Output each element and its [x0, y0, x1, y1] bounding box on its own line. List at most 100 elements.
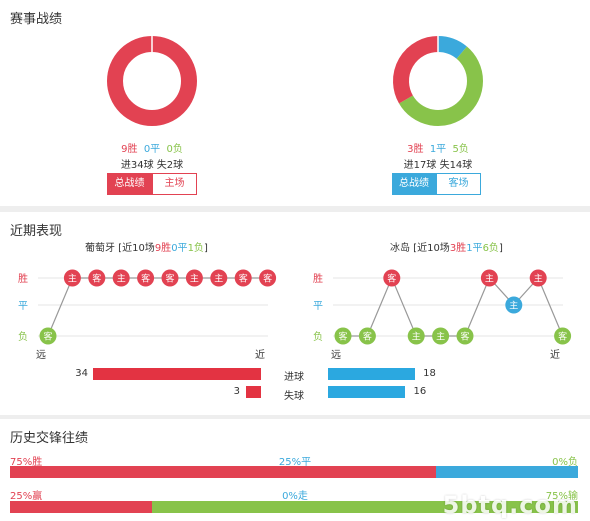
left-form-near-label: 近 — [255, 348, 265, 361]
right-form-axis-win: 胜 — [313, 273, 323, 285]
scored-label: 进球 — [284, 372, 304, 383]
right-form-point-venue: 主 — [509, 300, 518, 312]
right-form-point — [334, 327, 352, 345]
left-ring-chart — [107, 36, 197, 126]
recent-title: 近期表现 — [10, 224, 63, 239]
right-ring-draw-slice — [437, 36, 467, 60]
left-form-point-venue: 主 — [117, 273, 126, 285]
right-form-point-venue: 客 — [363, 331, 372, 343]
right-form-point — [505, 296, 523, 314]
right-form-point — [456, 327, 474, 345]
left-form-point-venue: 主 — [190, 273, 199, 285]
left-form-point — [112, 269, 130, 287]
left-form-point-venue: 客 — [263, 273, 272, 285]
left-scored-value: 34 — [75, 368, 88, 379]
right-tab-overall[interactable]: 总战绩 — [392, 173, 436, 195]
summary-panel: 赛事战绩 9胜 0平 0负 进34球 失2球 总战绩 主场 3胜 1平 5负 进… — [0, 0, 590, 206]
history-row1-draw-segment — [436, 466, 578, 478]
left-scored-bar — [93, 368, 261, 380]
right-form-axis-loss: 负 — [313, 330, 323, 343]
right-record: 3胜 1平 5负 — [286, 140, 590, 155]
right-form-point — [432, 327, 450, 345]
history-row1-right: 0%负 — [552, 457, 578, 468]
right-form-point — [383, 269, 401, 287]
left-form-point-venue: 客 — [92, 273, 101, 285]
left-form-point — [259, 269, 277, 287]
right-form-point — [554, 327, 572, 345]
left-form-point-venue: 主 — [68, 273, 77, 285]
conceded-label: 失球 — [284, 391, 304, 402]
right-conceded-value: 16 — [413, 386, 427, 397]
right-conceded-bar — [328, 386, 406, 398]
history-row1-left: 75%胜 — [10, 457, 43, 468]
right-ring-loss-slice — [399, 46, 483, 126]
left-conceded-bar — [246, 386, 261, 398]
left-form-point — [234, 269, 252, 287]
history-row1-mid: 25%平 — [278, 457, 312, 468]
recent-panel: 近期表现 葡萄牙 [近10场9胜0平1负] 冰岛 [近10场3胜1平6负] 胜平… — [0, 212, 590, 415]
left-form-point — [137, 269, 155, 287]
right-form-point-venue: 客 — [387, 273, 396, 285]
right-form-point-venue: 客 — [460, 331, 469, 343]
right-form-point-venue: 客 — [558, 331, 567, 343]
right-form-near-label: 近 — [550, 348, 560, 361]
right-form-point — [358, 327, 376, 345]
watermark-logo: 5btq.com — [442, 491, 578, 519]
left-tab-home[interactable]: 主场 — [152, 173, 197, 195]
right-goals: 进17球 失14球 — [403, 160, 473, 171]
history-title: 历史交锋往绩 — [10, 431, 89, 446]
left-draws: 0平 — [143, 144, 161, 155]
right-scored-value: 18 — [423, 368, 436, 379]
history-row2-bar — [10, 501, 578, 513]
history-panel: 历史交锋往绩 75%胜 25%平 0%负 25%赢 0%走 75%输 5btq.… — [0, 419, 590, 521]
left-wins: 9胜 — [121, 144, 138, 155]
left-tab-overall[interactable]: 总战绩 — [107, 173, 152, 195]
left-form-point-venue: 客 — [141, 273, 150, 285]
left-form-axis-win: 胜 — [18, 273, 28, 285]
left-form-point — [63, 269, 81, 287]
right-recent-caption: 冰岛 [近10场3胜1平6负] — [390, 243, 503, 254]
history-row2-loss-segment — [152, 501, 578, 513]
left-losses: 0负 — [166, 144, 183, 155]
right-ring-chart — [393, 36, 483, 126]
left-form-axis-loss: 负 — [18, 330, 28, 343]
right-tab-away[interactable]: 客场 — [436, 173, 481, 195]
history-row2-right: 75%输 — [545, 491, 578, 502]
right-form-point-venue: 主 — [485, 273, 494, 285]
right-losses: 5负 — [452, 144, 469, 155]
right-form-point-venue: 主 — [436, 331, 445, 343]
left-form-far-label: 远 — [36, 349, 46, 361]
right-form-axis-draw: 平 — [313, 301, 323, 312]
left-recent-caption: 葡萄牙 [近10场9胜0平1负] — [85, 243, 208, 254]
summary-title: 赛事战绩 — [10, 12, 63, 27]
left-form-point — [88, 269, 106, 287]
left-form-point — [39, 327, 57, 345]
right-wins: 3胜 — [407, 144, 424, 155]
left-conceded-value: 3 — [233, 386, 240, 397]
history-row1-bar — [10, 466, 578, 478]
right-draws: 1平 — [429, 144, 447, 155]
left-team-name: 葡萄牙 — [85, 243, 115, 254]
right-form-point — [480, 269, 498, 287]
right-form-point-venue: 客 — [338, 331, 347, 343]
history-row1-win-segment — [10, 466, 436, 478]
left-goals: 进34球 失2球 — [120, 160, 184, 171]
left-form-axis-draw: 平 — [18, 301, 28, 312]
right-form-chart: 胜平负远 近客 客客主主客主主主客 — [313, 269, 572, 361]
left-record: 9胜 0平 0负 — [0, 140, 304, 155]
right-form-point-venue: 主 — [534, 273, 543, 285]
right-form-line — [343, 276, 564, 337]
history-row2-win-segment — [10, 501, 152, 513]
left-form-point — [161, 269, 179, 287]
right-scored-bar — [328, 368, 416, 380]
history-row2-mid: 0%走 — [282, 491, 308, 502]
right-form-far-label: 远 — [331, 349, 341, 361]
left-form-chart: 胜平负远 近客主客主客客主主客客 — [18, 269, 277, 361]
right-team-name: 冰岛 — [390, 243, 410, 254]
right-form-point — [529, 269, 547, 287]
right-form-point-venue: 主 — [412, 331, 421, 343]
left-ring-win-slice — [107, 36, 197, 126]
left-form-point — [210, 269, 228, 287]
right-form-point — [407, 327, 425, 345]
left-form-point-venue: 客 — [43, 331, 52, 343]
